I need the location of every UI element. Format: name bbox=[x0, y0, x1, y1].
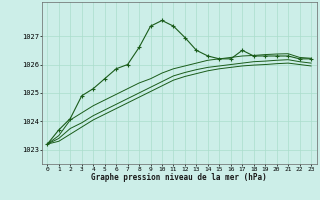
X-axis label: Graphe pression niveau de la mer (hPa): Graphe pression niveau de la mer (hPa) bbox=[91, 173, 267, 182]
